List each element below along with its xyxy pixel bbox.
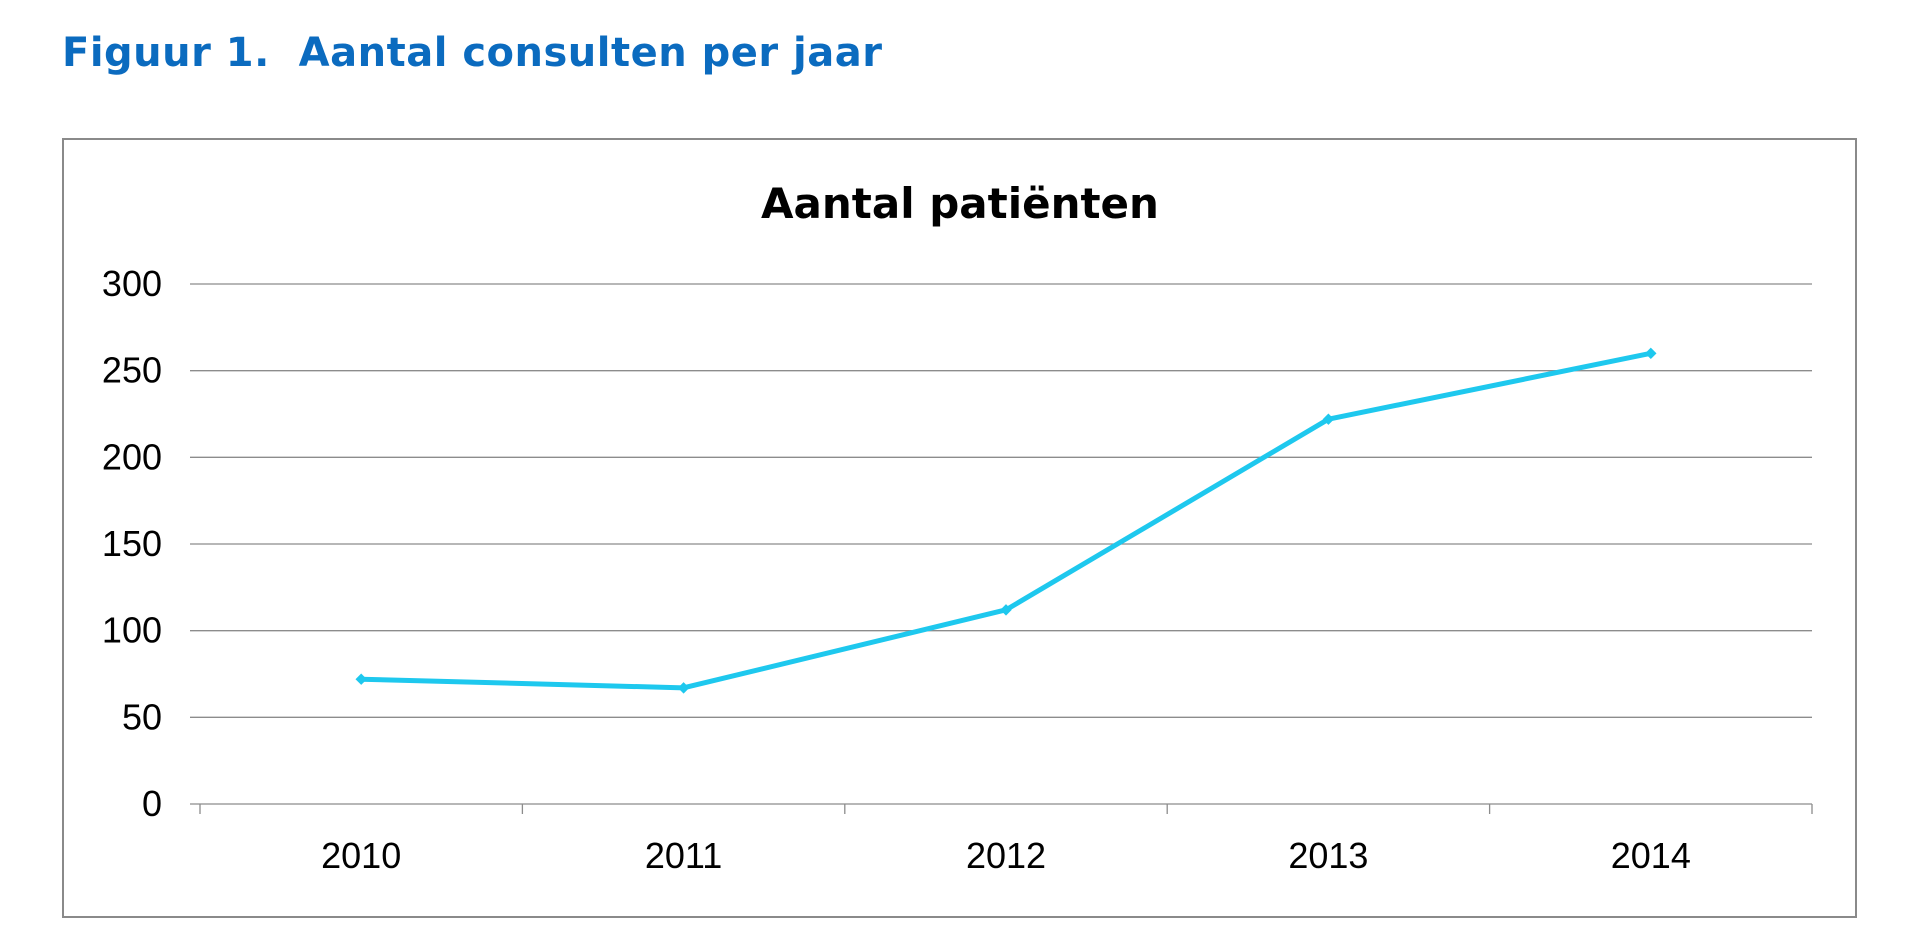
data-point-marker [1322,413,1335,425]
gridlines [190,283,1812,718]
x-axis [190,803,1813,814]
y-tick-label: 50 [122,696,162,737]
y-tick-label: 250 [102,350,162,391]
x-tick-label: 2010 [321,835,401,876]
data-point-marker [355,673,367,685]
data-point-marker [1000,604,1012,616]
data-point-marker [677,682,690,694]
chart-frame [62,138,1857,918]
chart-title: Aantal patiënten [761,179,1159,228]
x-tick-label: 2012 [966,835,1046,876]
y-tick-label: 150 [102,523,162,564]
x-tick-label: 2011 [645,835,722,876]
x-tick-label: 2014 [1611,835,1691,876]
y-tick-label: 0 [142,783,162,824]
y-tick-label: 200 [102,436,162,477]
y-tick-label: 100 [102,610,162,651]
x-axis-ticks: 2010 2011 2012 2013 2014 [321,835,1691,876]
data-point-marker [1645,347,1657,360]
y-tick-label: 300 [102,263,162,304]
y-axis-ticks: 0 50 100 150 200 250 300 [102,263,162,824]
series-layer [355,347,1657,694]
figure-caption: Figuur 1. Aantal consulten per jaar [62,30,883,76]
x-tick-label: 2013 [1288,835,1368,876]
series-line [358,350,1654,691]
